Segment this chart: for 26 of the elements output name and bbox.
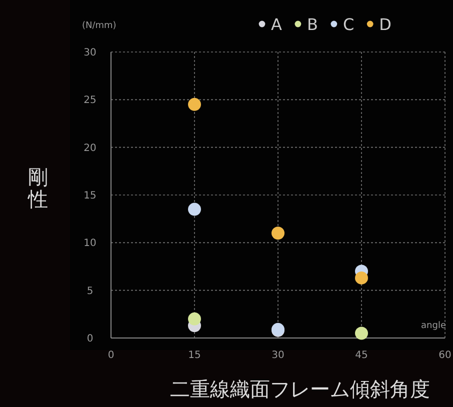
point	[355, 271, 368, 284]
y-tick-label: 25	[84, 95, 96, 106]
legend-label: B	[306, 15, 318, 34]
text: (N/mm)	[82, 21, 116, 31]
y-tick-label: 15	[84, 190, 96, 202]
y-tick-label: 10	[84, 238, 96, 250]
x-tick-label: 0	[108, 350, 114, 361]
y-tick-label: 20	[84, 142, 96, 154]
point	[355, 326, 368, 340]
x-tick-label: 45	[355, 350, 368, 361]
point	[272, 226, 284, 240]
point	[188, 98, 201, 111]
x-axis-title: 二重線織面フレーム傾斜角度	[170, 377, 430, 401]
point	[188, 202, 201, 216]
legend-label: A	[271, 15, 282, 34]
y-axis-title: 剛性	[27, 165, 48, 211]
y-tick-label: 30	[84, 48, 96, 58]
point	[188, 312, 201, 326]
legend-label: C	[342, 15, 354, 34]
legend-label: D	[379, 15, 392, 34]
x-tick-label: 15	[188, 350, 201, 361]
y-tick-label: 0	[86, 334, 94, 344]
x-tick-label: 60	[438, 350, 452, 361]
x-tick-label: 30	[272, 350, 284, 361]
annotation: angle	[421, 321, 446, 331]
y-tick-label: 5	[86, 286, 94, 297]
